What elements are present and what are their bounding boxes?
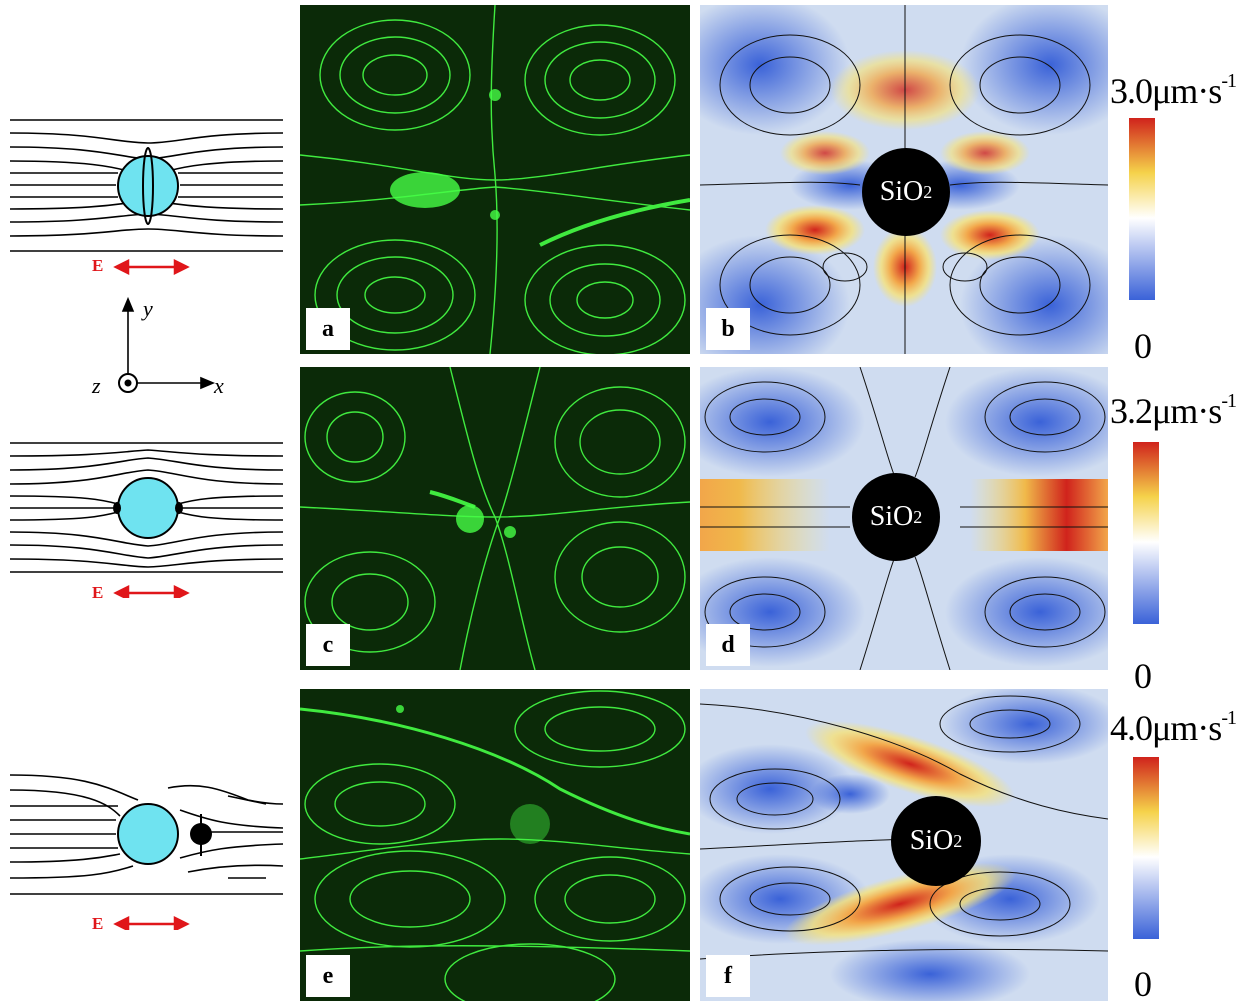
sio2-particle: SiO 2 <box>891 796 981 886</box>
colorbar-1 <box>1129 118 1155 300</box>
panel-tag: b <box>706 308 750 350</box>
field-label-middle: E <box>92 583 104 602</box>
colorbar-min-3: 0 <box>1134 964 1152 1004</box>
particle-sphere <box>117 477 179 539</box>
panel-tag: c <box>306 624 350 666</box>
colorbar-min-2: 0 <box>1134 656 1152 696</box>
colorbar-2 <box>1133 442 1159 624</box>
panel-f: SiO 2 f <box>700 689 1108 1001</box>
panel-tag: a <box>306 308 350 350</box>
panel-c: c <box>300 367 690 670</box>
colorbar-3 <box>1133 757 1159 939</box>
colorbar-max-2: 3.2μm·s-1 <box>1110 390 1237 431</box>
field-label-top: E <box>92 256 104 275</box>
coordinate-axes <box>118 296 216 393</box>
axis-label-z: z <box>92 373 101 398</box>
panel-tag: d <box>706 624 750 666</box>
panel-tag: e <box>306 955 350 997</box>
panel-e: e <box>300 689 690 1001</box>
particle-sphere <box>117 155 179 217</box>
field-label-bottom: E <box>92 914 104 933</box>
colorbar-max-3: 4.0μm·s-1 <box>1110 707 1237 748</box>
colorbar-min-1: 0 <box>1134 326 1152 366</box>
schematic-bottom <box>9 774 284 930</box>
axis-label-y: y <box>143 296 153 321</box>
schematic-middle <box>9 442 284 598</box>
sio2-particle: SiO 2 <box>852 473 940 561</box>
panel-a: a <box>300 5 690 354</box>
panel-tag: f <box>706 955 750 997</box>
panel-b: SiO 2 b <box>700 5 1108 354</box>
sio2-particle: SiO 2 <box>862 148 950 236</box>
colorbar-max-1: 3.0μm·s-1 <box>1110 70 1237 111</box>
axis-label-x: x <box>214 373 224 398</box>
panel-d: SiO 2 d <box>700 367 1108 670</box>
schematic-top <box>9 119 284 276</box>
particle-sphere <box>117 803 179 865</box>
